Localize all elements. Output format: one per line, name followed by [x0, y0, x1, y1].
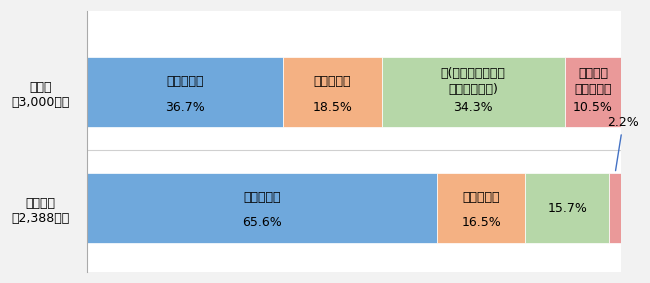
- Bar: [87, 173, 437, 243]
- Bar: [565, 57, 621, 127]
- Text: 本人と親等: 本人と親等: [313, 75, 351, 88]
- Text: 親(または祖父母等
の家族、親戚): 親(または祖父母等 の家族、親戚): [441, 67, 506, 96]
- Text: 36.7%: 36.7%: [165, 101, 205, 114]
- Bar: [283, 57, 382, 127]
- Bar: [382, 57, 565, 127]
- Text: 18.5%: 18.5%: [313, 101, 352, 114]
- Text: 本人と親等: 本人と親等: [463, 191, 500, 204]
- Text: 34.3%: 34.3%: [454, 101, 493, 114]
- Text: その他・
わからない: その他・ わからない: [574, 67, 612, 96]
- Text: 奨学生本人: 奨学生本人: [166, 75, 203, 88]
- Bar: [609, 173, 621, 243]
- Text: 10.5%: 10.5%: [573, 101, 613, 114]
- Text: 奨学生本人: 奨学生本人: [243, 191, 281, 204]
- Text: 15.7%: 15.7%: [547, 202, 587, 215]
- Text: 16.5%: 16.5%: [462, 216, 501, 229]
- Text: 2.2%: 2.2%: [607, 116, 639, 171]
- Bar: [87, 57, 283, 127]
- Text: 65.6%: 65.6%: [242, 216, 282, 229]
- Bar: [525, 173, 609, 243]
- Bar: [437, 173, 525, 243]
